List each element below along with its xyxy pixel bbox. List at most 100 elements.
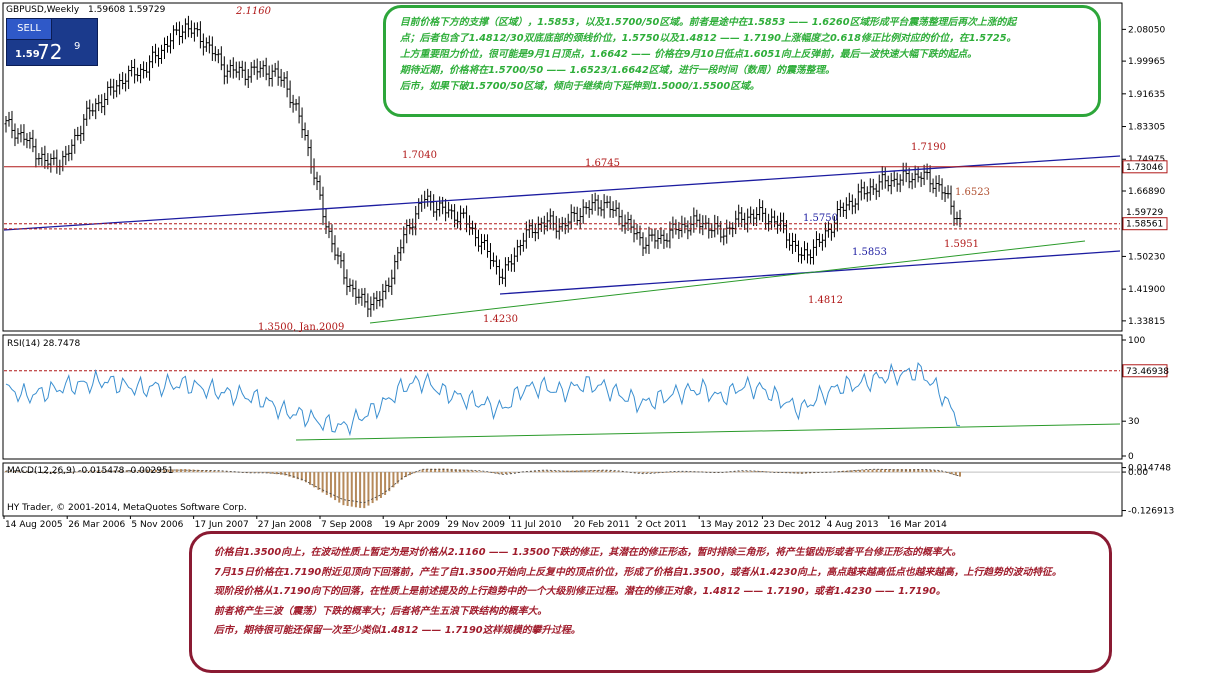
macd-bar [309,472,312,485]
price-tag-label: 1.58561 [1126,220,1163,230]
trend-analysis-note: 价格自1.3500向上，在波动性质上暂定为是对价格从2.1160 —— 1.35… [189,531,1112,673]
upper-channel-line [3,155,1121,231]
price-annotation: 1.3500, Jan.2009 [258,322,344,333]
macd-bar [259,472,262,473]
macd-bar [375,472,378,501]
macd-bar [613,470,616,473]
macd-bar [438,468,441,473]
macd-bar [392,472,395,488]
sell-button[interactable]: SELL [7,19,52,40]
macd-bar [642,472,645,474]
macd-bar [96,470,99,473]
macd-bar [104,470,107,473]
macd-bar [346,472,349,506]
macd-bar [563,470,566,473]
price-annotation: 1.5853 [852,247,887,258]
time-axis-label: 19 Apr 2009 [384,520,440,530]
macd-bar [388,472,391,492]
price-annotation: 1.5951 [944,239,979,250]
macd-bar [229,471,232,473]
macd-bar [354,472,357,508]
macd-bar [917,469,920,473]
macd-bar [29,471,32,473]
macd-bar [159,469,162,473]
macd-bar [400,472,403,480]
macd-bar [42,472,45,473]
green-note-line: 期待近期，价格将在1.5700/50 —— 1.6523/1.6642区域，进行… [400,65,835,76]
macd-bar [25,471,28,473]
macd-bar [767,471,770,473]
macd-bar [742,471,745,473]
macd-bar [559,470,562,473]
macd-bar [500,472,503,475]
support-analysis-note: 目前价格下方的支撑（区域），1.5853，以及1.5700/50区域。前者是途中… [383,5,1101,117]
macd-bar [684,471,687,473]
macd-bar [54,472,57,473]
macd-bar [363,472,366,509]
macd-bar [929,470,932,473]
macd-bar [46,472,49,473]
macd-bar [471,470,474,473]
macd-bar [638,472,641,474]
macd-bar [846,470,849,473]
macd-bar [634,472,637,473]
macd-bar [650,472,653,473]
macd-bar [759,471,762,473]
macd-bar [275,472,278,475]
macd-bar [459,469,462,473]
macd-bar [692,471,695,473]
macd-bar [384,472,387,495]
macd-bar [75,471,78,473]
macd-bar [788,472,791,473]
macd-bar [284,472,287,476]
macd-bar [567,470,570,473]
macd-bar [771,471,774,473]
sell-panel[interactable]: SELL 1.59 72 9 [6,18,98,66]
macd-bar [854,470,857,473]
macd-bar [304,472,307,483]
macd-bar [179,469,182,473]
macd-bar [154,469,157,473]
macd-bar [946,472,949,473]
price-tag-box [1122,217,1168,231]
rsi-series [4,361,1120,437]
time-axis-label: 23 Dec 2012 [763,520,821,530]
macd-bar [359,472,362,508]
green-note-line: 上方重要阻力价位，很可能是9月1日顶点，1.6642 —— 价格在9月10日低点… [400,49,977,60]
macd-bar [504,472,507,475]
macd-bar [571,470,574,473]
macd-bar [600,470,603,473]
macd-bar [167,469,170,473]
level-lines [4,166,1120,230]
macd-bar [538,470,541,473]
macd-bar [221,471,224,473]
macd-bar [654,472,657,473]
sell-price-small: 1.59 [15,49,40,60]
red-note-line: 前者将产生三波（震荡）下跌的概率大；后者将产生五浪下跌结构的概率大。 [214,605,548,617]
macd-bar [67,472,70,473]
macd-bar [484,471,487,473]
time-axis-label: 27 Jan 2008 [258,520,312,530]
red-note-line: 现阶段价格从1.7190向下的回落，在性质上是前述提及的上行趋势中的一个大级别修… [214,586,946,598]
current-price-label: 1.59729 [1126,208,1163,218]
macd-bar [729,471,732,473]
macd-bar [200,470,203,473]
macd-bar [921,469,924,473]
macd-signal-line [5,468,961,504]
macd-bar [659,472,662,473]
macd-bar [646,472,649,474]
macd-bar [496,472,499,474]
macd-bar [479,471,482,473]
macd-bar [138,470,141,473]
sell-price-big: 72 [37,40,63,64]
trendlines [3,155,1121,441]
price-axis-label: 1.74975 [1128,155,1165,165]
macd-bar [192,469,195,473]
symbol-label: GBPUSD,Weekly [6,5,80,15]
macd-bar [446,468,449,473]
macd-bar [875,469,878,473]
price-tag-label: 73.46938 [1126,367,1169,377]
macd-bar [421,469,424,473]
macd-bar [746,471,749,473]
